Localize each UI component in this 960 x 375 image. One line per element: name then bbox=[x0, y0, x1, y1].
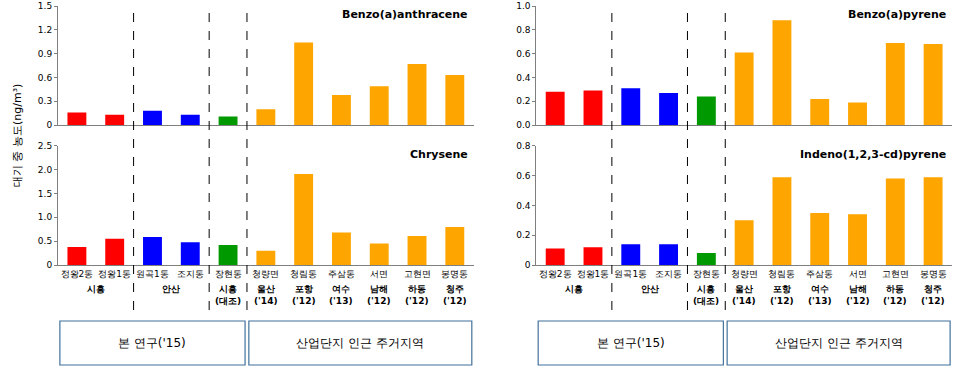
svg-text:주삼동: 주삼동 bbox=[328, 269, 355, 279]
svg-text:1.0: 1.0 bbox=[38, 212, 53, 222]
svg-text:1.2: 1.2 bbox=[38, 25, 52, 35]
svg-text:Benzo(a)pyrene: Benzo(a)pyrene bbox=[848, 8, 946, 21]
svg-text:정왕2동: 정왕2동 bbox=[539, 269, 572, 279]
svg-text:여수('13): 여수('13) bbox=[329, 284, 353, 306]
svg-text:0.6: 0.6 bbox=[38, 73, 53, 83]
svg-text:조지동: 조지동 bbox=[177, 269, 204, 279]
svg-text:포항('12): 포항('12) bbox=[292, 284, 316, 306]
svg-text:0.4: 0.4 bbox=[516, 201, 531, 211]
svg-text:청주('12): 청주('12) bbox=[443, 284, 467, 306]
svg-text:고현면: 고현면 bbox=[404, 269, 431, 279]
svg-text:0.3: 0.3 bbox=[38, 96, 52, 106]
svg-text:안산: 안산 bbox=[162, 284, 180, 294]
svg-text:0.0: 0.0 bbox=[516, 120, 531, 130]
svg-text:0.8: 0.8 bbox=[516, 141, 531, 151]
svg-text:0.6: 0.6 bbox=[516, 171, 531, 181]
svg-text:울산('14): 울산('14) bbox=[732, 284, 756, 306]
svg-text:0.5: 0.5 bbox=[38, 236, 52, 246]
svg-text:0: 0 bbox=[46, 120, 52, 130]
svg-text:시흥: 시흥 bbox=[565, 284, 583, 294]
svg-text:청림동: 청림동 bbox=[290, 269, 317, 279]
svg-text:청량면: 청량면 bbox=[252, 269, 279, 279]
svg-text:시흥(대조): 시흥(대조) bbox=[215, 284, 241, 306]
svg-text:1.0: 1.0 bbox=[516, 1, 531, 11]
svg-text:원곡1동: 원곡1동 bbox=[614, 269, 647, 279]
svg-text:0.2: 0.2 bbox=[516, 96, 530, 106]
svg-text:산업단지 인근 주거지역: 산업단지 인근 주거지역 bbox=[296, 336, 424, 350]
svg-text:여수('13): 여수('13) bbox=[808, 284, 832, 306]
svg-text:시흥: 시흥 bbox=[87, 284, 105, 294]
svg-text:장현동: 장현동 bbox=[693, 269, 720, 279]
svg-text:0.4: 0.4 bbox=[516, 73, 531, 83]
svg-text:2.0: 2.0 bbox=[38, 165, 53, 175]
svg-text:0.6: 0.6 bbox=[516, 49, 531, 59]
svg-text:0: 0 bbox=[46, 260, 52, 270]
svg-text:남해('12): 남해('12) bbox=[367, 284, 391, 306]
svg-text:장현동: 장현동 bbox=[215, 269, 242, 279]
svg-text:안산: 안산 bbox=[641, 284, 659, 294]
svg-text:봉명동: 봉명동 bbox=[441, 269, 468, 279]
svg-text:시흥(대조): 시흥(대조) bbox=[693, 284, 719, 306]
svg-text:대기 중 농도(ng/m³): 대기 중 농도(ng/m³) bbox=[11, 84, 24, 187]
svg-text:서면: 서면 bbox=[849, 269, 867, 279]
svg-text:1.5: 1.5 bbox=[38, 1, 52, 11]
svg-text:0.8: 0.8 bbox=[516, 25, 531, 35]
svg-text:청주('12): 청주('12) bbox=[921, 284, 945, 306]
svg-text:청량면: 청량면 bbox=[731, 269, 758, 279]
svg-text:조지동: 조지동 bbox=[655, 269, 682, 279]
svg-text:0.9: 0.9 bbox=[38, 49, 53, 59]
svg-text:청림동: 청림동 bbox=[768, 269, 795, 279]
svg-text:1.5: 1.5 bbox=[38, 189, 52, 199]
svg-text:하동('12): 하동('12) bbox=[883, 284, 907, 306]
svg-text:정왕1동: 정왕1동 bbox=[98, 269, 131, 279]
svg-text:포항('12): 포항('12) bbox=[770, 284, 794, 306]
svg-text:서면: 서면 bbox=[370, 269, 388, 279]
svg-text:봉명동: 봉명동 bbox=[920, 269, 947, 279]
svg-text:정왕1동: 정왕1동 bbox=[577, 269, 610, 279]
svg-text:정왕2동: 정왕2동 bbox=[61, 269, 94, 279]
svg-text:고현면: 고현면 bbox=[882, 269, 909, 279]
svg-text:원곡1동: 원곡1동 bbox=[136, 269, 169, 279]
svg-text:하동('12): 하동('12) bbox=[405, 284, 429, 306]
svg-text:산업단지 인근 주거지역: 산업단지 인근 주거지역 bbox=[775, 336, 903, 350]
svg-text:본 연구('15): 본 연구('15) bbox=[118, 336, 186, 350]
svg-text:울산('14): 울산('14) bbox=[254, 284, 278, 306]
svg-text:본 연구('15): 본 연구('15) bbox=[597, 336, 665, 350]
svg-text:2.5: 2.5 bbox=[38, 141, 52, 151]
svg-text:주삼동: 주삼동 bbox=[806, 269, 833, 279]
svg-text:0: 0 bbox=[525, 260, 531, 270]
svg-text:Chrysene: Chrysene bbox=[410, 148, 468, 161]
svg-text:0.2: 0.2 bbox=[516, 230, 530, 240]
svg-text:Benzo(a)anthracene: Benzo(a)anthracene bbox=[342, 8, 468, 21]
svg-text:Indeno(1,2,3-cd)pyrene: Indeno(1,2,3-cd)pyrene bbox=[800, 148, 946, 161]
svg-text:남해('12): 남해('12) bbox=[846, 284, 870, 306]
